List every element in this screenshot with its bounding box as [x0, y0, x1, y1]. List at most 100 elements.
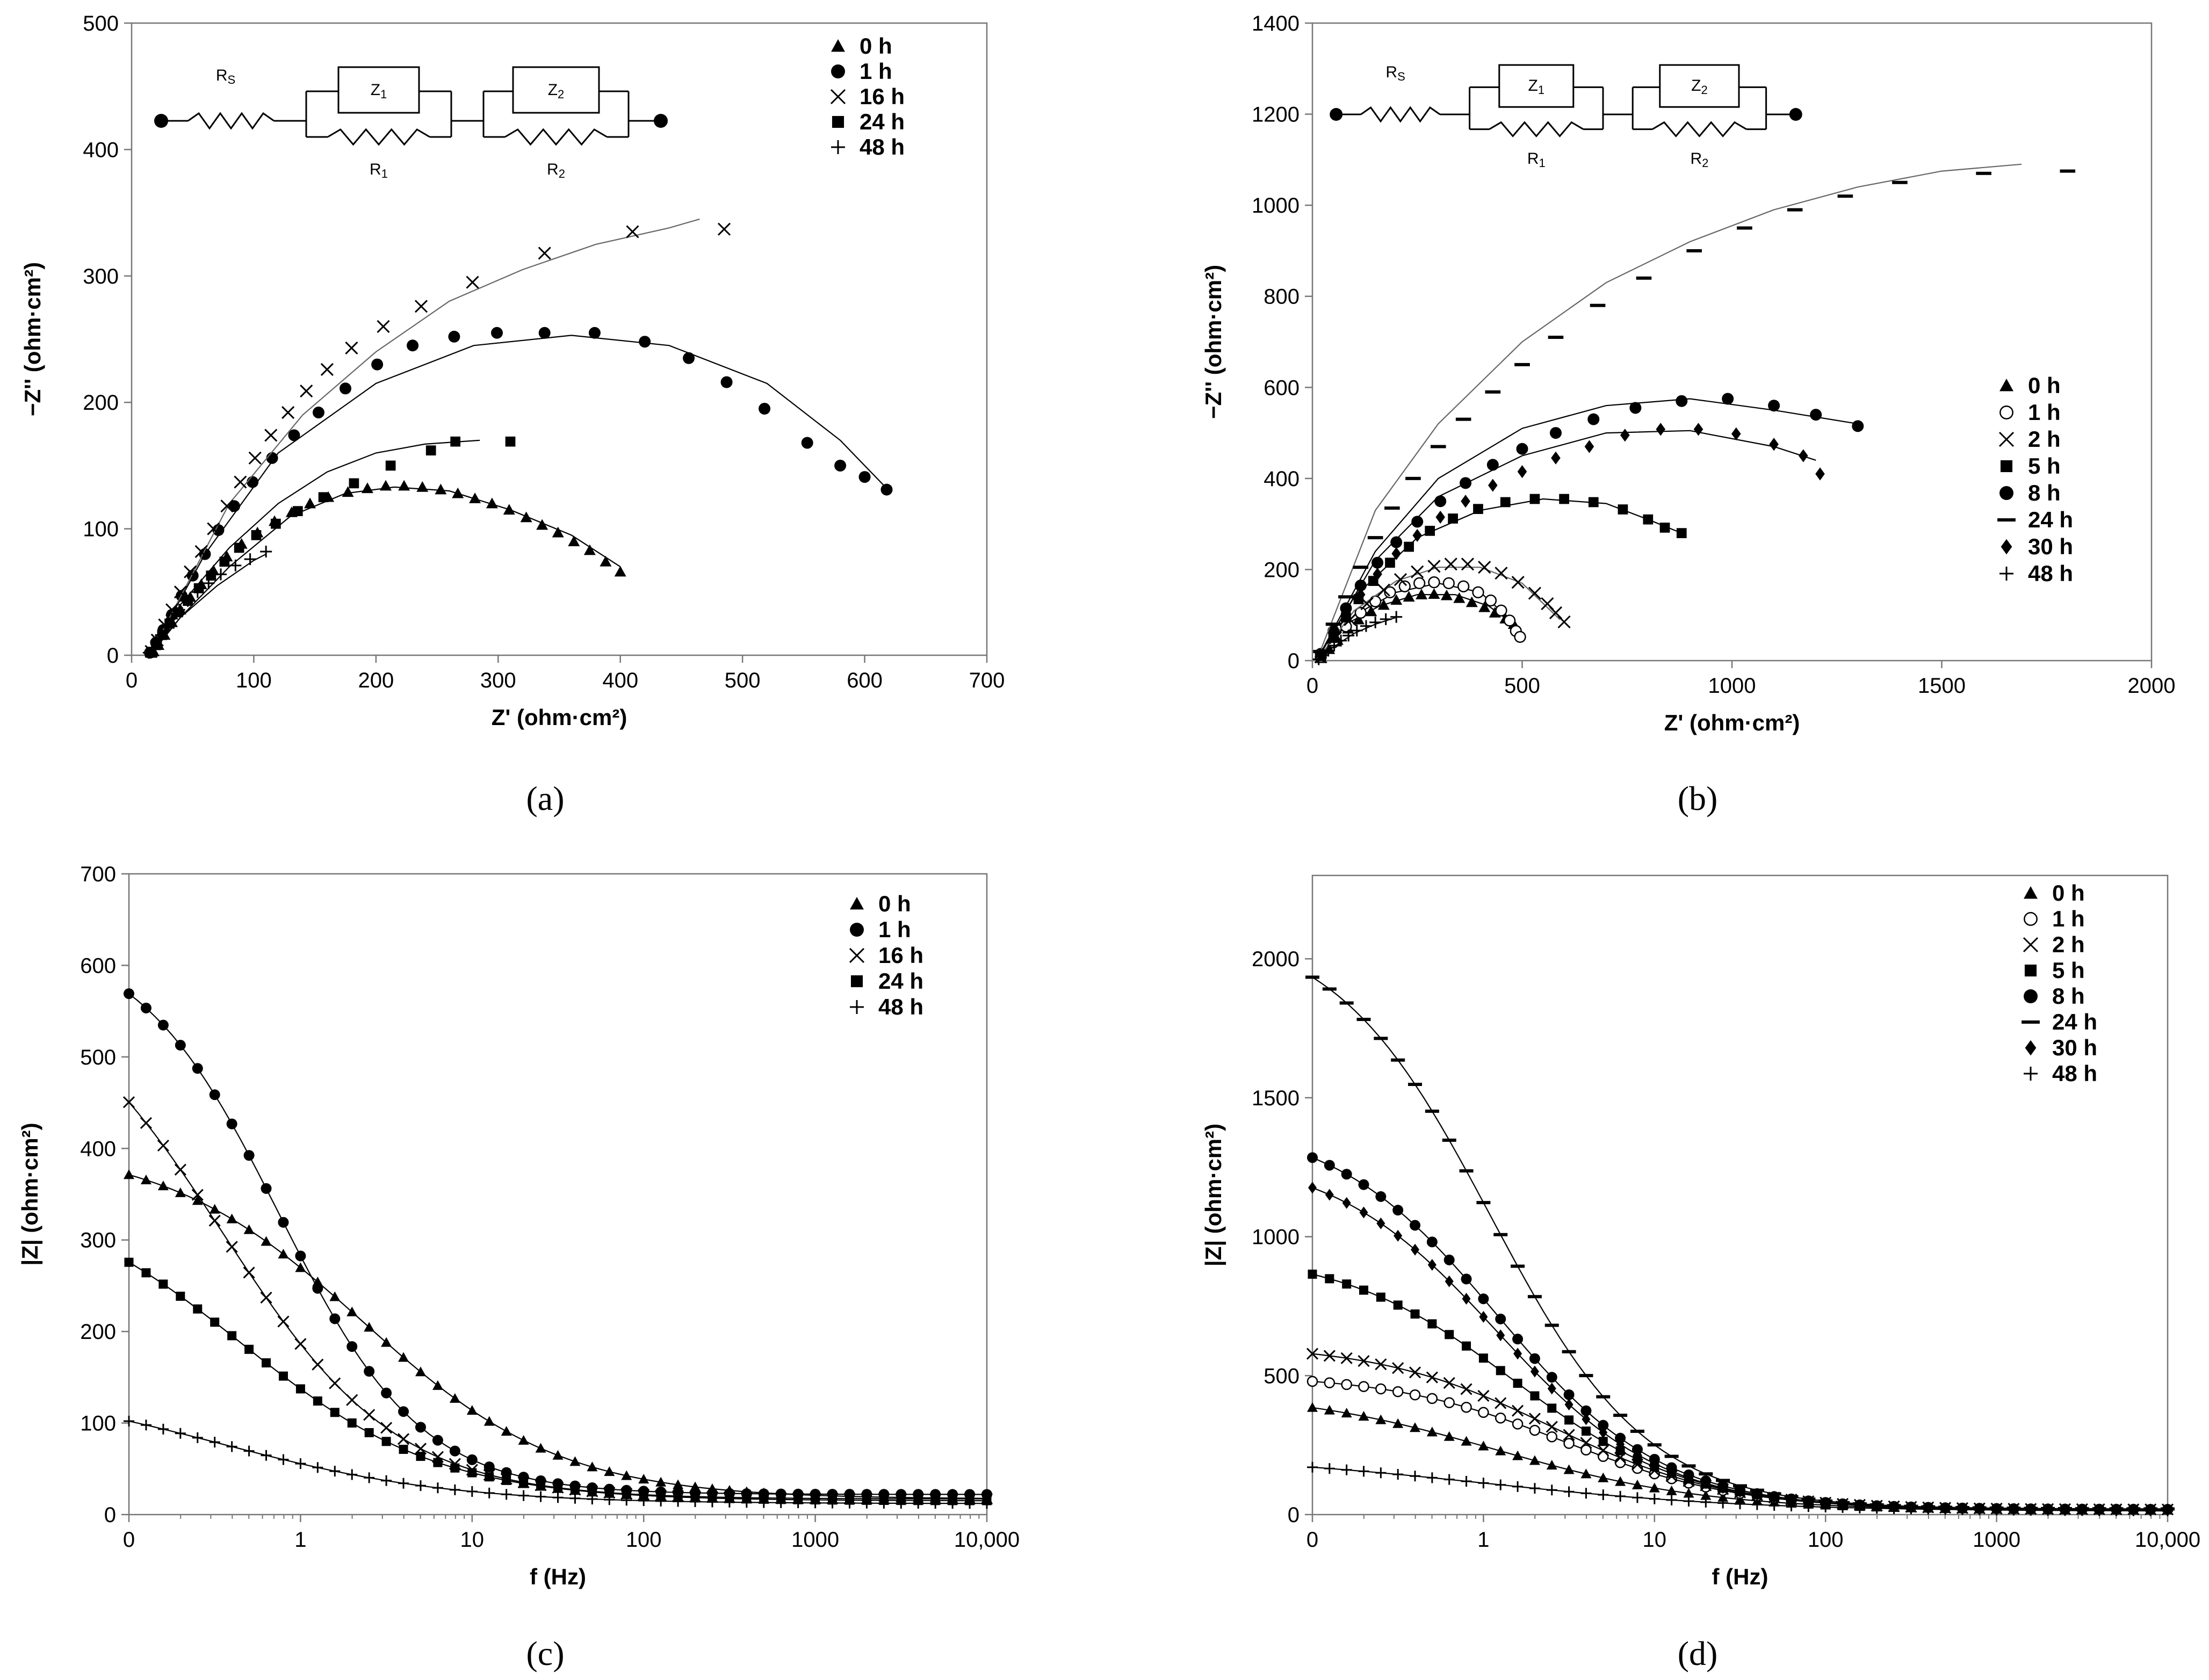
- data-point: [155, 629, 167, 641]
- data-point: [2042, 1505, 2054, 1516]
- legend-label: 1 h: [2028, 400, 2061, 425]
- data-point: [1530, 1365, 1539, 1378]
- data-point: [300, 384, 313, 398]
- data-point: [1459, 1169, 1474, 1173]
- data-point: [1649, 1482, 1660, 1493]
- data-point: [1341, 1379, 1352, 1391]
- data-point: [425, 445, 436, 456]
- data-point: [1735, 1498, 1745, 1510]
- data-point: [1512, 1404, 1524, 1417]
- data-point: [466, 276, 479, 289]
- data-point: [361, 482, 373, 494]
- legend-marker: [1999, 486, 2013, 500]
- data-point: [364, 1322, 375, 1332]
- data-point: [1473, 504, 1483, 515]
- data-point: [587, 1461, 598, 1472]
- x-tick-label: 500: [725, 669, 761, 692]
- data-point: [1512, 1418, 1524, 1430]
- data-point: [520, 511, 532, 523]
- data-point: [1564, 1415, 1574, 1425]
- data-point: [226, 1441, 237, 1452]
- data-point: [346, 1341, 358, 1352]
- y-tick-label: 600: [80, 954, 116, 977]
- data-point: [1905, 1503, 1917, 1515]
- legend-label: 2 h: [2028, 426, 2061, 452]
- legend-marker: [1997, 518, 2016, 522]
- data-point: [320, 363, 334, 376]
- data-point: [1462, 1341, 1471, 1351]
- data-point: [1368, 576, 1378, 586]
- legend-marker: [2025, 1040, 2037, 1056]
- x-tick-label: 1000: [1708, 674, 1756, 698]
- data-point: [913, 1498, 924, 1509]
- data-point: [1485, 390, 1501, 394]
- data-point: [261, 1450, 272, 1461]
- data-point: [1478, 1353, 1488, 1363]
- data-point: [1613, 1414, 1628, 1417]
- legend-label: 48 h: [2052, 1061, 2097, 1086]
- data-point: [1529, 1455, 1540, 1465]
- data-point: [186, 569, 199, 582]
- data-point: [278, 1216, 289, 1228]
- data-point: [415, 1422, 426, 1433]
- data-point: [1393, 1300, 1403, 1310]
- x-tick-label: 1000: [1973, 1528, 2020, 1552]
- data-point: [207, 522, 220, 535]
- circuit-label-r1: R1: [370, 161, 388, 180]
- data-point: [381, 1387, 392, 1399]
- data-point: [1563, 1389, 1575, 1400]
- data-point: [1787, 208, 1803, 212]
- circuit-label-rs: RS: [216, 67, 235, 86]
- legend-marker: [831, 140, 845, 154]
- data-point: [1587, 413, 1600, 425]
- data-point: [1391, 1058, 1405, 1062]
- legend-marker: [831, 39, 845, 52]
- data-point: [1656, 423, 1666, 436]
- data-point: [1579, 1374, 1593, 1378]
- data-point: [278, 1249, 289, 1259]
- y-tick-label: 200: [1264, 558, 1300, 582]
- data-point: [1411, 1243, 1420, 1256]
- data-point: [1376, 1217, 1385, 1229]
- data-point: [1466, 596, 1478, 607]
- data-point: [220, 499, 234, 513]
- series-48h: [124, 1416, 992, 1509]
- data-point: [466, 1405, 478, 1415]
- data-point: [1496, 1329, 1505, 1342]
- data-point: [604, 1488, 614, 1498]
- data-point: [1392, 1386, 1404, 1397]
- data-point: [414, 300, 428, 313]
- series-48h: [1312, 611, 1403, 665]
- data-point: [1375, 1414, 1387, 1424]
- data-point: [600, 555, 612, 567]
- data-point: [552, 1450, 564, 1460]
- plot-frame: [131, 22, 988, 656]
- data-point: [552, 1492, 564, 1503]
- data-point: [896, 1497, 907, 1509]
- data-point: [380, 480, 392, 491]
- data-point: [1478, 601, 1491, 612]
- data-point: [639, 336, 651, 348]
- data-point: [294, 1338, 307, 1350]
- data-point: [243, 1150, 255, 1161]
- data-point: [1544, 1323, 1559, 1327]
- data-point: [621, 1470, 632, 1480]
- data-point: [485, 1472, 494, 1482]
- y-tick-label: 0: [107, 644, 119, 668]
- data-point: [673, 1479, 684, 1489]
- series-1h: [124, 988, 992, 1500]
- plot-frame: [128, 873, 988, 1516]
- data-point: [228, 500, 241, 512]
- data-point: [834, 459, 847, 472]
- data-point: [229, 559, 242, 571]
- data-point: [398, 1478, 409, 1489]
- data-point: [827, 1497, 838, 1509]
- data-point: [157, 1181, 169, 1191]
- data-point: [1751, 1499, 1763, 1510]
- data-point: [1563, 1438, 1575, 1449]
- data-point: [1529, 1424, 1541, 1436]
- fit-line: [149, 439, 480, 656]
- data-point: [1371, 556, 1384, 569]
- data-point: [1360, 620, 1372, 632]
